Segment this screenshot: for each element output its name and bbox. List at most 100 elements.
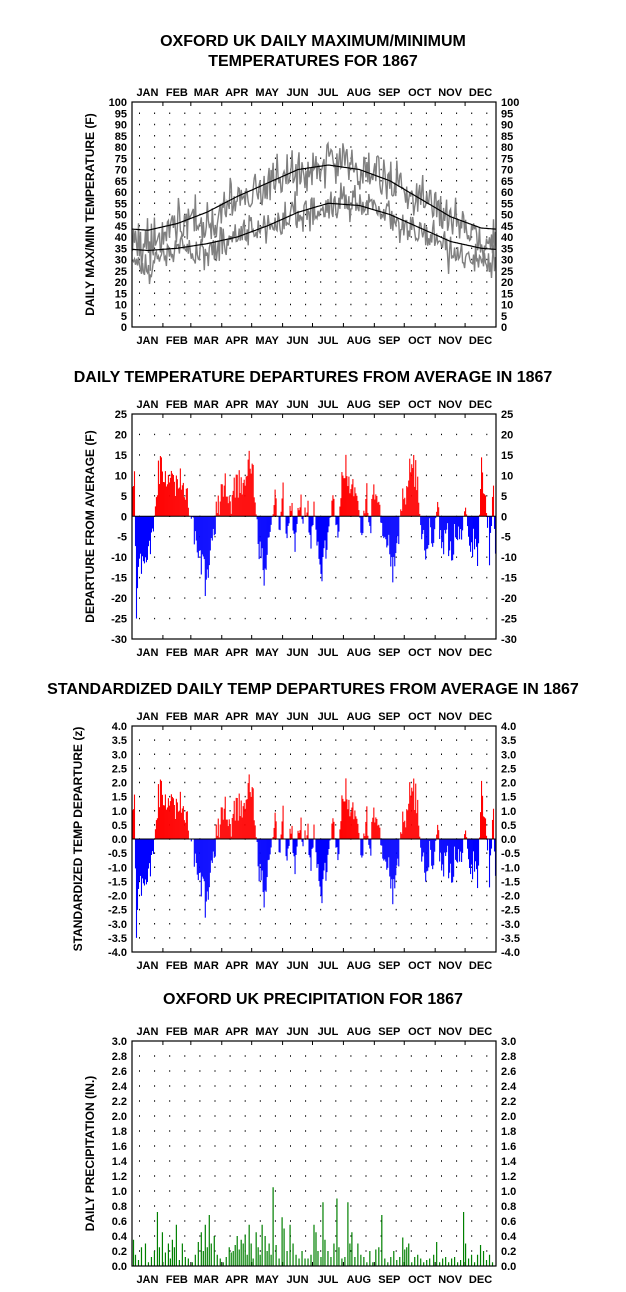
month-label-top: MAR [194,87,219,99]
y-tick-left: 2.2 [112,1096,127,1108]
y-tick-left: -30 [111,634,127,646]
month-label-bottom: MAR [194,335,219,347]
normal-min-line [132,202,496,252]
y-tick-right: 70 [501,165,513,177]
y-tick-right: 1.0 [501,1186,516,1198]
y-tick-right: 45 [501,221,513,233]
y-tick-right: 75 [501,153,513,165]
y-tick-right: 1.0 [501,806,516,818]
y-tick-right: 3.0 [501,1036,516,1048]
month-label-bottom: JAN [136,647,158,659]
y-tick-right: 35 [501,243,513,255]
y-tick-left: 35 [115,243,127,255]
plot-frame [131,725,497,953]
month-label-top: APR [225,1026,248,1038]
month-label-top: DEC [469,399,492,411]
y-tick-left: 3.5 [112,735,127,747]
y-tick-left: 70 [115,165,127,177]
month-label-bottom: AUG [347,1274,371,1286]
month-label-bottom: AUG [347,960,371,972]
month-label-bottom: JUN [287,335,309,347]
y-tick-right: 10 [501,470,513,482]
month-label-bottom: APR [225,335,248,347]
month-label-bottom: JUN [287,1274,309,1286]
y-tick-left: 85 [115,131,127,143]
month-label-top: SEP [378,87,400,99]
month-label-bottom: MAR [194,960,219,972]
y-tick-right: -3.5 [501,933,520,945]
y-tick-left: 0 [121,322,127,334]
y-tick-left: 20 [115,277,127,289]
y-tick-right: 0.4 [501,1231,517,1243]
y-tick-right: 30 [501,255,513,267]
month-label-top: AUG [347,399,371,411]
y-tick-left: 0.8 [112,1201,127,1213]
chart-panel-departures: DAILY TEMPERATURE DEPARTURES FROM AVERAG… [74,369,553,659]
month-label-top: DEC [469,87,492,99]
month-label-bottom: JUL [318,1274,339,1286]
y-tick-left: 15 [115,288,127,300]
y-tick-right: 2.4 [501,1081,517,1093]
chart-title: OXFORD UK DAILY MAXIMUM/MINIMUM [160,33,466,50]
y-tick-left: 95 [115,108,127,120]
y-tick-left: 5 [121,491,127,503]
month-label-top: JUL [318,711,339,723]
month-label-bottom: JUL [318,960,339,972]
y-tick-right: 5 [501,491,507,503]
y-tick-right: 60 [501,187,513,199]
y-tick-left: 1.4 [112,1156,128,1168]
month-label-top: JAN [136,1026,158,1038]
month-label-top: OCT [408,1026,432,1038]
y-tick-left: 10 [115,470,127,482]
y-tick-right: -1.5 [501,876,520,888]
y-tick-right: 1.8 [501,1126,516,1138]
month-label-bottom: FEB [166,1274,188,1286]
y-tick-right: 1.2 [501,1171,516,1183]
month-label-top: DEC [469,711,492,723]
y-tick-right: 85 [501,131,513,143]
y-tick-right: 25 [501,266,513,278]
y-tick-left: 100 [109,97,127,109]
y-tick-left: 0.4 [112,1231,128,1243]
y-tick-left: 0.0 [112,834,127,846]
month-label-top: MAR [194,711,219,723]
y-tick-left: 2.5 [112,763,127,775]
y-tick-right: 20 [501,277,513,289]
y-tick-right: 1.4 [501,1156,517,1168]
month-label-bottom: JUL [318,647,339,659]
y-tick-left: 25 [115,409,127,421]
y-tick-left: 1.0 [112,1186,127,1198]
y-tick-left: 1.6 [112,1141,127,1153]
y-tick-left: -25 [111,614,127,626]
y-tick-left: 3.0 [112,749,127,761]
y-tick-right: 65 [501,176,513,188]
month-label-top: JUN [287,711,309,723]
plot-frame [131,101,497,328]
month-label-top: JUL [318,87,339,99]
y-tick-left: -15 [111,573,127,585]
y-tick-right: 0.0 [501,1261,516,1273]
y-tick-left: 80 [115,142,127,154]
y-tick-left: 40 [115,232,127,244]
y-tick-right: 25 [501,409,513,421]
y-tick-right: -3.0 [501,919,520,931]
month-label-top: NOV [438,711,463,723]
y-tick-right: 15 [501,450,513,462]
y-tick-right: 20 [501,429,513,441]
month-label-top: AUG [347,711,371,723]
month-label-bottom: FEB [166,960,188,972]
y-tick-right: -30 [501,634,517,646]
y-tick-left: 30 [115,255,127,267]
month-label-top: MAR [194,1026,219,1038]
month-label-bottom: OCT [408,960,432,972]
month-label-bottom: MAR [194,647,219,659]
y-tick-left: 2.6 [112,1066,127,1078]
month-label-bottom: JUN [287,960,309,972]
y-tick-left: 75 [115,153,127,165]
month-label-top: JUN [287,399,309,411]
month-label-top: APR [225,87,248,99]
month-label-bottom: AUG [347,647,371,659]
y-tick-right: 0.6 [501,1216,516,1228]
y-tick-right: 0 [501,511,507,523]
y-tick-right: 1.5 [501,792,516,804]
